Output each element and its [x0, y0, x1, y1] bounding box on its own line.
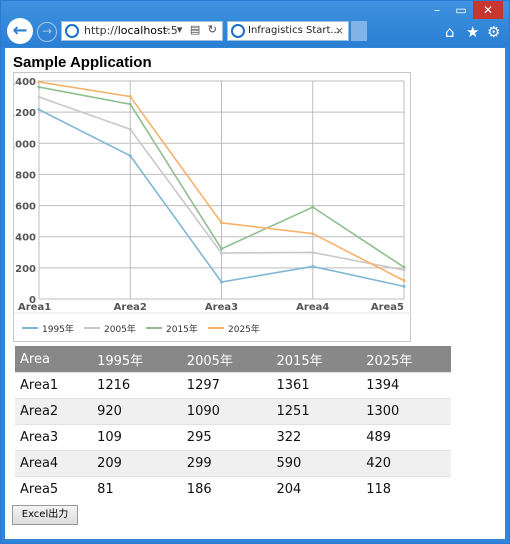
excel-export-button[interactable]: Excel出力: [12, 505, 78, 525]
address-tools-icons[interactable]: ⌕ ▾ ▤ ↻: [163, 23, 219, 36]
data-point: [402, 268, 406, 272]
table-cell: 1361: [271, 372, 362, 399]
grid-header-cell[interactable]: 2015年: [271, 346, 362, 373]
y-tick-label: 1400: [14, 77, 36, 88]
grid-header-cell[interactable]: 2025年: [361, 346, 451, 373]
x-tick-label: Area5: [371, 302, 404, 313]
page-content: Sample Application 0 200 400 600 800 1000 1200…: [5, 48, 505, 539]
y-tick-label: 600: [15, 202, 36, 213]
table-cell: 1297: [181, 372, 272, 399]
ie-icon: [231, 24, 245, 38]
minimize-button[interactable]: –: [434, 3, 440, 17]
chart-svg: 0 200 400 600 800 1000 1200 1400 Area1 Area2 Area3…: [14, 77, 412, 335]
data-point: [402, 284, 406, 288]
data-point: [128, 127, 132, 131]
legend-label: 2015年: [166, 323, 198, 335]
table-cell: Area2: [15, 398, 93, 425]
table-cell: 204: [271, 476, 362, 502]
data-point: [37, 80, 41, 84]
close-window-button[interactable]: ✕: [473, 1, 503, 19]
data-point: [37, 108, 41, 112]
table-cell: Area3: [15, 424, 93, 451]
data-point: [311, 250, 315, 254]
table-cell: 109: [92, 424, 182, 451]
page-title: Sample Application: [13, 54, 152, 71]
new-tab-button[interactable]: [351, 21, 367, 41]
data-grid: Area 1995年 2005年 2015年 2025年 Area1 1216 1297 13…: [15, 346, 451, 502]
data-point: [128, 102, 132, 106]
data-point: [311, 264, 315, 268]
table-row[interactable]: Area2 920 1090 1251 1300: [15, 398, 451, 425]
table-cell: 420: [361, 450, 451, 477]
back-button[interactable]: ←: [7, 18, 33, 44]
address-bar[interactable]: http://localhost:5 ⌕ ▾ ▤ ↻: [61, 21, 223, 41]
data-point: [37, 85, 41, 89]
legend-label: 2025年: [228, 323, 260, 335]
y-tick-label: 1200: [14, 108, 36, 119]
table-cell: 322: [271, 424, 362, 451]
table-cell: 489: [361, 424, 451, 451]
y-tick-label: 200: [15, 264, 36, 275]
x-tick-label: Area1: [18, 302, 51, 313]
y-tick-label: 0: [29, 295, 36, 306]
x-tick-label: Area2: [114, 302, 147, 313]
table-cell: Area5: [15, 476, 93, 502]
settings-gear-icon[interactable]: ⚙: [487, 23, 501, 41]
maximize-button[interactable]: ▭: [455, 3, 467, 17]
table-cell: 920: [92, 398, 182, 425]
legend-label: 1995年: [42, 323, 74, 335]
table-cell: 186: [181, 476, 272, 502]
grid-header-cell[interactable]: 2005年: [181, 346, 272, 373]
table-cell: 1251: [271, 398, 362, 425]
table-cell: 1216: [92, 372, 182, 399]
table-cell: 81: [92, 476, 182, 502]
table-cell: 299: [181, 450, 272, 477]
table-cell: 209: [92, 450, 182, 477]
table-cell: Area4: [15, 450, 93, 477]
tab-title: Infragistics Start...: [248, 25, 340, 36]
table-cell: 1090: [181, 398, 272, 425]
table-cell: 1394: [361, 372, 451, 399]
table-row[interactable]: Area4 209 299 590 420: [15, 450, 451, 477]
grid-header-row: Area 1995年 2005年 2015年 2025年: [15, 346, 451, 373]
table-cell: Area1: [15, 372, 93, 399]
data-point: [128, 95, 132, 99]
y-tick-label: 800: [15, 170, 36, 181]
table-cell: 590: [271, 450, 362, 477]
table-cell: 118: [361, 476, 451, 502]
browser-tab[interactable]: Infragistics Start... ×: [227, 21, 349, 41]
ie-icon: [65, 24, 79, 38]
data-point: [402, 265, 406, 269]
y-tick-label: 400: [15, 233, 36, 244]
table-row[interactable]: Area5 81 186 204 118: [15, 476, 451, 502]
tab-close-icon[interactable]: ×: [334, 24, 344, 37]
table-cell: 295: [181, 424, 272, 451]
data-point: [37, 95, 41, 99]
data-point: [402, 279, 406, 283]
x-tick-label: Area4: [296, 302, 329, 313]
data-point: [311, 205, 315, 209]
data-point: [220, 280, 223, 284]
data-point: [220, 247, 223, 251]
data-point: [311, 232, 315, 236]
data-point: [128, 154, 132, 158]
grid-header-cell[interactable]: 1995年: [92, 346, 182, 373]
forward-button[interactable]: →: [37, 22, 57, 42]
table-cell: 1300: [361, 398, 451, 425]
grid-header-cell[interactable]: Area: [15, 346, 93, 373]
data-point: [220, 221, 223, 225]
line-chart: 0 200 400 600 800 1000 1200 1400 Area1 Area2 Area3…: [13, 72, 412, 342]
x-tick-label: Area3: [205, 302, 238, 313]
home-icon[interactable]: ⌂: [445, 23, 455, 41]
y-tick-label: 1000: [14, 139, 36, 150]
browser-toolbar: – ▭ ✕ ← → http://localhost:5 ⌕ ▾ ▤ ↻ Inf…: [1, 1, 509, 47]
url-text: http://localhost:5: [84, 24, 178, 37]
favorites-star-icon[interactable]: ★: [466, 23, 480, 41]
data-point: [220, 251, 223, 255]
table-row[interactable]: Area3 109 295 322 489: [15, 424, 451, 451]
legend-label: 2005年: [104, 323, 136, 335]
table-row[interactable]: Area1 1216 1297 1361 1394: [15, 372, 451, 399]
